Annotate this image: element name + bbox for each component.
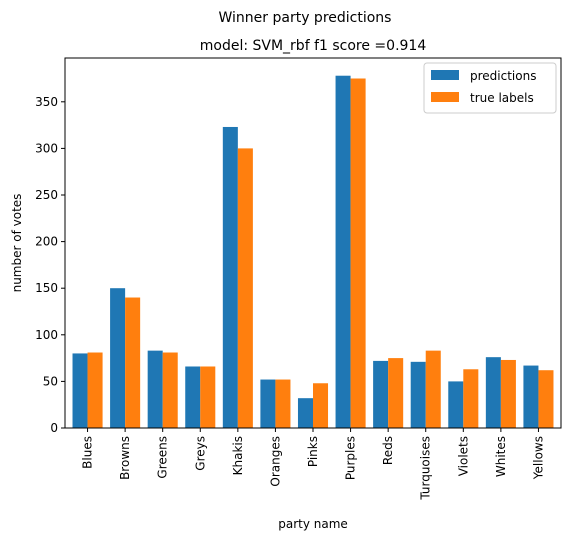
legend-swatch-true-labels [431,92,459,102]
bar-predictions-turquoises [410,361,426,428]
y-tick-label: 50 [43,374,58,388]
x-tick-label-purples: Purples [344,436,358,480]
bar-predictions-greys [185,366,201,428]
bar-true-labels-blues [87,352,103,428]
x-tick-label-reds: Reds [381,436,395,465]
x-tick-label-greys: Greys [193,436,207,471]
bar-true-labels-pinks [313,383,329,428]
bar-true-labels-purples [350,78,366,428]
bar-true-labels-reds [388,358,404,428]
y-tick-label: 150 [35,281,58,295]
bar-predictions-oranges [260,379,276,428]
legend: predictions true labels [423,62,557,114]
x-tick-label-turquoises: Turquoises [419,436,433,501]
bar-true-labels-browns [125,297,141,428]
y-tick-label: 300 [35,141,58,155]
bar-true-labels-khakis [237,148,253,428]
plot-frame [64,57,562,429]
bar-predictions-khakis [222,126,238,428]
x-tick-label-browns: Browns [118,436,132,480]
chart-title: model: SVM_rbf f1 score =0.914 [200,38,427,54]
bar-predictions-purples [335,75,351,429]
y-tick-label: 350 [35,95,58,109]
x-tick-label-yellows: Yellows [531,436,545,480]
x-tick-label-khakis: Khakis [231,436,245,475]
legend-label-predictions: predictions [470,69,536,83]
bar-predictions-yellows [523,365,539,428]
x-tick-label-blues: Blues [81,436,95,469]
bars-layer [72,75,554,429]
x-tick-label-whites: Whites [494,436,508,477]
bar-true-labels-greens [162,352,178,428]
legend-swatch-predictions [431,70,459,80]
bar-true-labels-yellows [538,370,554,428]
bar-predictions-browns [110,288,126,428]
y-tick-label: 250 [35,188,58,202]
bar-predictions-whites [485,357,501,428]
bar-predictions-violets [448,381,464,428]
x-axis-ticks: Blues Browns Greens Greys Khakis Oranges Pinks… [81,428,545,501]
y-axis-ticks: 0 50 100 150 200 250 300 350 [35,95,65,435]
bar-predictions-pinks [297,398,313,428]
x-axis-label: party name [278,517,348,531]
y-axis-label: number of votes [10,194,24,293]
bar-predictions-blues [72,353,88,428]
bar-predictions-reds [373,360,389,428]
chart-suptitle: Winner party predictions [219,10,392,26]
y-tick-label: 0 [50,421,58,435]
x-tick-label-oranges: Oranges [268,436,282,487]
bar-true-labels-whites [500,359,516,428]
bar-true-labels-oranges [275,379,291,428]
x-tick-label-pinks: Pinks [306,436,320,467]
bar-true-labels-greys [200,366,216,428]
x-tick-label-greens: Greens [156,436,170,479]
y-tick-label: 200 [35,235,58,249]
bar-true-labels-turquoises [425,350,441,428]
bar-predictions-greens [147,350,163,428]
bar-true-labels-violets [463,369,479,428]
y-tick-label: 100 [35,328,58,342]
legend-label-true-labels: true labels [470,91,534,105]
x-tick-label-violets: Violets [456,436,470,476]
